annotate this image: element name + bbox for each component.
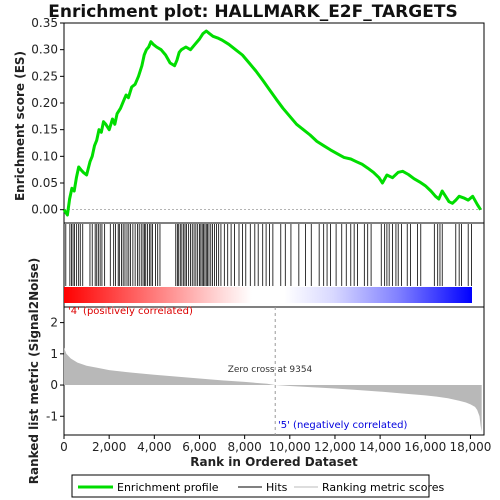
es-panel: 0.00 0.05 0.10 0.15 0.20 0.25 0.30 0.35 Enrichm… xyxy=(13,16,485,224)
x-tick-label: 18,000 xyxy=(449,440,491,454)
x-tick-label: 2,000 xyxy=(92,440,126,454)
metric-y-tick-label: -1 xyxy=(46,409,58,423)
es-y-ticks: 0.00 0.05 0.10 0.15 0.20 0.25 0.30 0.35 xyxy=(31,16,64,217)
metric-panel: -1 0 1 2 '4' (positively correlated) Zero c… xyxy=(27,258,485,485)
metric-y-tick-label: 2 xyxy=(50,316,58,330)
metric-y-tick-label: 0 xyxy=(50,378,58,392)
legend-metric-label: Ranking metric scores xyxy=(322,481,444,494)
es-y-tick-label: 0.35 xyxy=(31,16,58,30)
ranking-metric-area xyxy=(64,347,482,432)
zero-cross-label: Zero cross at 9354 xyxy=(228,365,313,375)
chart-title: Enrichment plot: HALLMARK_E2F_TARGETS xyxy=(48,2,457,22)
hits-panel xyxy=(63,222,485,308)
legend-enrichment-label: Enrichment profile xyxy=(117,481,219,494)
x-tick-label: 8,000 xyxy=(227,440,261,454)
x-tick-label: 16,000 xyxy=(404,440,446,454)
x-axis: 0 2,000 4,000 6,000 8,000 10,000 12,000 14,000 1… xyxy=(60,435,491,454)
x-tick-label: 0 xyxy=(60,440,68,454)
es-y-tick-label: 0.05 xyxy=(31,176,58,190)
es-y-axis-title: Enrichment score (ES) xyxy=(13,51,27,201)
x-tick-label: 10,000 xyxy=(269,440,311,454)
x-tick-label: 4,000 xyxy=(137,440,171,454)
legend-hits-label: Hits xyxy=(266,481,288,494)
es-y-tick-label: 0.30 xyxy=(31,43,58,57)
negative-label: '5' (negatively correlated) xyxy=(278,420,407,431)
metric-panel-frame xyxy=(63,306,485,436)
x-tick-label: 12,000 xyxy=(314,440,356,454)
es-y-tick-label: 0.00 xyxy=(31,203,58,217)
x-axis-title: Rank in Ordered Dataset xyxy=(190,455,358,469)
es-y-tick-label: 0.25 xyxy=(31,69,58,83)
positive-label: '4' (positively correlated) xyxy=(68,306,193,317)
es-y-tick-label: 0.15 xyxy=(31,123,58,137)
legend-frame xyxy=(71,474,430,498)
legend: Enrichment profile Hits Ranking metric s… xyxy=(71,474,444,498)
es-panel-frame xyxy=(63,22,485,224)
x-tick-label: 6,000 xyxy=(182,440,216,454)
hit-markers xyxy=(65,224,472,286)
metric-y-axis-title: Ranked list metric (Signal2Noise) xyxy=(27,258,41,485)
metric-y-tick-label: 1 xyxy=(50,347,58,361)
es-y-tick-label: 0.10 xyxy=(31,149,58,163)
rank-color-bar xyxy=(64,287,472,303)
es-y-tick-label: 0.20 xyxy=(31,96,58,110)
enrichment-profile-line xyxy=(62,29,482,217)
metric-y-ticks: -1 0 1 2 xyxy=(46,316,64,423)
x-tick-label: 14,000 xyxy=(359,440,401,454)
